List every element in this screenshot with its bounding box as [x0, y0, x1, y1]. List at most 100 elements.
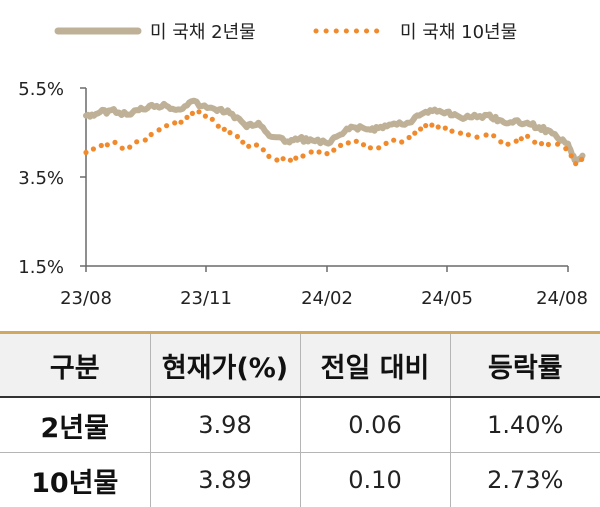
series-point-10y: [466, 132, 471, 137]
yield-chart: 미 국채 2년물 미 국채 10년물 5.5% 3.5% 1.5% 23/08 …: [0, 0, 600, 331]
series-point-10y: [539, 141, 544, 146]
series-point-10y: [235, 134, 240, 139]
series-point-10y: [546, 142, 551, 147]
series-point-10y: [429, 123, 434, 128]
series-point-10y: [288, 158, 293, 163]
series-point-10y: [514, 139, 519, 144]
cell-change-rate: 2.73%: [450, 453, 600, 507]
series-point-10y: [91, 146, 96, 151]
series-point-10y: [391, 138, 396, 143]
series-point-10y: [246, 144, 251, 149]
series-point-10y: [354, 139, 359, 144]
x-tick-label: 24/08: [536, 288, 588, 309]
legend-label-10y: 미 국채 10년물: [400, 22, 517, 43]
x-axis: 23/08 23/11 24/02 24/05 24/08: [60, 266, 588, 309]
series-point-10y: [222, 127, 227, 132]
y-tick-label: 5.5%: [18, 79, 64, 100]
header-category: 구분: [0, 334, 150, 397]
header-change-rate: 등락률: [450, 334, 600, 397]
series-point-10y: [83, 150, 88, 155]
y-axis: 5.5% 3.5% 1.5%: [18, 79, 86, 278]
series-point-10y: [569, 153, 574, 158]
series-point-10y: [120, 146, 125, 151]
series-point-10y: [458, 131, 463, 136]
series-point-10y: [210, 117, 215, 122]
series-point-10y: [293, 156, 298, 161]
series-point-10y: [368, 145, 373, 150]
cell-current-price: 3.89: [150, 453, 300, 507]
series-point-10y: [436, 124, 441, 129]
row-label-10y: 10년물: [0, 453, 150, 507]
y-tick-label: 3.5%: [18, 168, 64, 189]
series-point-10y: [190, 111, 195, 116]
series-point-10y: [449, 129, 454, 134]
cell-daily-change: 0.06: [300, 397, 450, 453]
cell-current-price: 3.98: [150, 397, 300, 453]
series-point-10y: [274, 157, 279, 162]
series-point-10y: [324, 151, 329, 156]
series-point-10y: [361, 142, 366, 147]
y-tick-label: 1.5%: [18, 257, 64, 278]
series-point-10y: [266, 154, 271, 159]
series-point-10y: [254, 142, 259, 147]
series-point-10y: [127, 145, 132, 150]
x-tick-label: 24/05: [421, 288, 473, 309]
series-point-10y: [172, 120, 177, 125]
series-point-10y: [525, 134, 530, 139]
series-point-10y: [112, 140, 117, 145]
cell-daily-change: 0.10: [300, 453, 450, 507]
table-row: 2년물 3.98 0.06 1.40%: [0, 397, 600, 453]
series-point-10y: [149, 132, 154, 137]
series-point-10y: [346, 140, 351, 145]
series-point-10y: [178, 120, 183, 125]
x-tick-label: 24/02: [301, 288, 353, 309]
series-point-10y: [505, 142, 510, 147]
series-point-10y: [196, 109, 201, 114]
series-point-10y: [407, 135, 412, 140]
plot-area: [83, 101, 584, 167]
series-point-10y: [240, 140, 245, 145]
series-point-10y: [317, 149, 322, 154]
table-header-row: 구분 현재가(%) 전일 대비 등락률: [0, 334, 600, 397]
series-point-10y: [99, 143, 104, 148]
cell-change-rate: 1.40%: [450, 397, 600, 453]
series-point-10y: [498, 139, 503, 144]
series-point-10y: [338, 143, 343, 148]
series-point-10y: [474, 135, 479, 140]
series-point-10y: [573, 161, 578, 166]
series-point-10y: [281, 156, 286, 161]
x-tick-label: 23/08: [60, 288, 112, 309]
table-row: 10년물 3.89 0.10 2.73%: [0, 453, 600, 507]
series-point-10y: [532, 140, 537, 145]
series-point-10y: [579, 157, 584, 162]
series-point-10y: [563, 146, 568, 151]
series-point-10y: [143, 137, 148, 142]
series-point-10y: [300, 153, 305, 158]
x-tick-label: 23/11: [180, 288, 232, 309]
series-point-10y: [555, 142, 560, 147]
series-point-10y: [376, 145, 381, 150]
series-point-10y: [203, 114, 208, 119]
series-point-10y: [134, 139, 139, 144]
series-point-10y: [443, 126, 448, 131]
series-point-10y: [105, 142, 110, 147]
series-point-10y: [423, 123, 428, 128]
header-current-price: 현재가(%): [150, 334, 300, 397]
legend-label-2y: 미 국채 2년물: [150, 22, 256, 43]
series-point-10y: [331, 148, 336, 153]
series-point-10y: [164, 123, 169, 128]
series-point-10y: [399, 139, 404, 144]
chart-legend: 미 국채 2년물 미 국채 10년물: [58, 22, 517, 43]
series-point-10y: [484, 132, 489, 137]
series-point-10y: [157, 127, 162, 132]
series-point-10y: [412, 131, 417, 136]
yield-table-section: 구분 현재가(%) 전일 대비 등락률 2년물 3.98 0.06 1.40% …: [0, 331, 600, 507]
series-point-10y: [184, 115, 189, 120]
header-daily-change: 전일 대비: [300, 334, 450, 397]
series-point-10y: [261, 147, 266, 152]
series-point-10y: [519, 136, 524, 141]
series-point-10y: [384, 141, 389, 146]
series-point-10y: [491, 133, 496, 138]
series-point-10y: [309, 149, 314, 154]
yield-table: 구분 현재가(%) 전일 대비 등락률 2년물 3.98 0.06 1.40% …: [0, 334, 600, 507]
